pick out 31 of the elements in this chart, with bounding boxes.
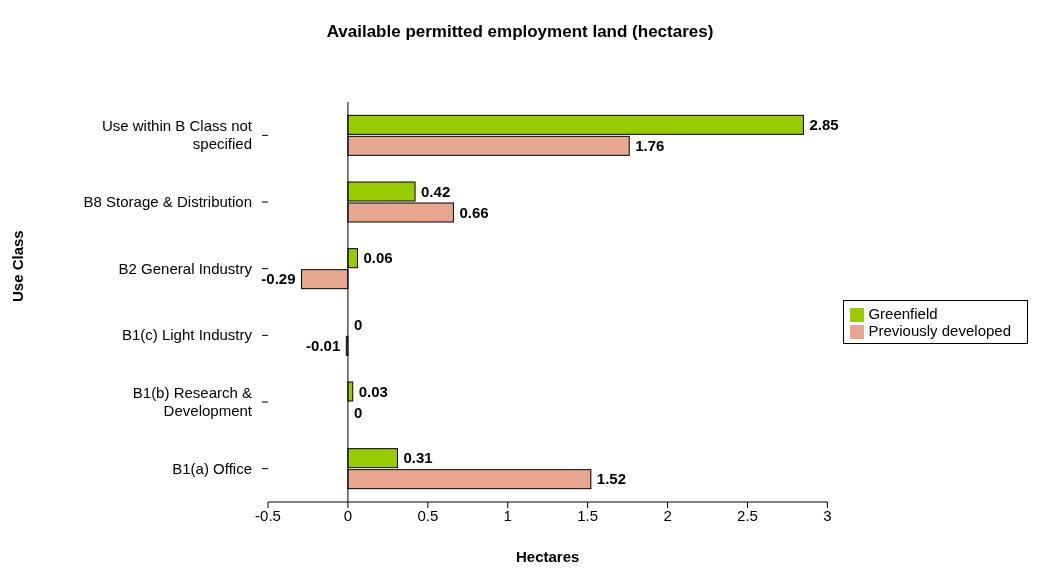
x-tick-label: 3 [823,506,832,524]
x-tick-label: 2.5 [737,506,758,524]
x-tick-label: 0.5 [417,506,439,524]
y-tick-label: B1(b) Research & Development [132,384,253,419]
y-tick-label: Use within B Class not specified [101,117,253,153]
data-label: 0 [353,315,363,333]
data-label: 0.06 [363,249,393,267]
y-tick-label: B2 General Industry [118,259,253,277]
data-label: 1.76 [635,136,665,154]
data-label: 0.42 [421,182,451,200]
data-label: 0.03 [358,382,388,400]
chart-title: Available permitted employment land (hectares) [325,21,715,43]
data-label: 1.52 [596,470,627,488]
data-label: 0 [353,403,363,421]
x-tick-label: 1.5 [577,506,599,524]
data-label: -0.29 [261,270,296,288]
x-axis-title: Hectares [516,548,580,565]
legend-label: Previously developed [868,322,1011,339]
data-label: 0.66 [459,203,489,221]
x-tick-label: 0 [343,506,353,524]
y-tick-label: B1(c) Light Industry [121,326,253,344]
y-axis-title: Use Class [9,230,27,302]
data-label: 2.85 [809,115,839,133]
x-tick-label: -0.5 [255,506,281,524]
y-tick-label: B8 Storage & Distribution [83,193,252,210]
x-tick-label: 1 [503,506,512,524]
x-tick-label: 2 [663,506,672,524]
legend-label: Greenfield [868,304,938,322]
y-tick-label: B1(a) Office [172,459,252,477]
data-label: 0.31 [403,449,433,467]
data-label: -0.01 [306,336,341,354]
